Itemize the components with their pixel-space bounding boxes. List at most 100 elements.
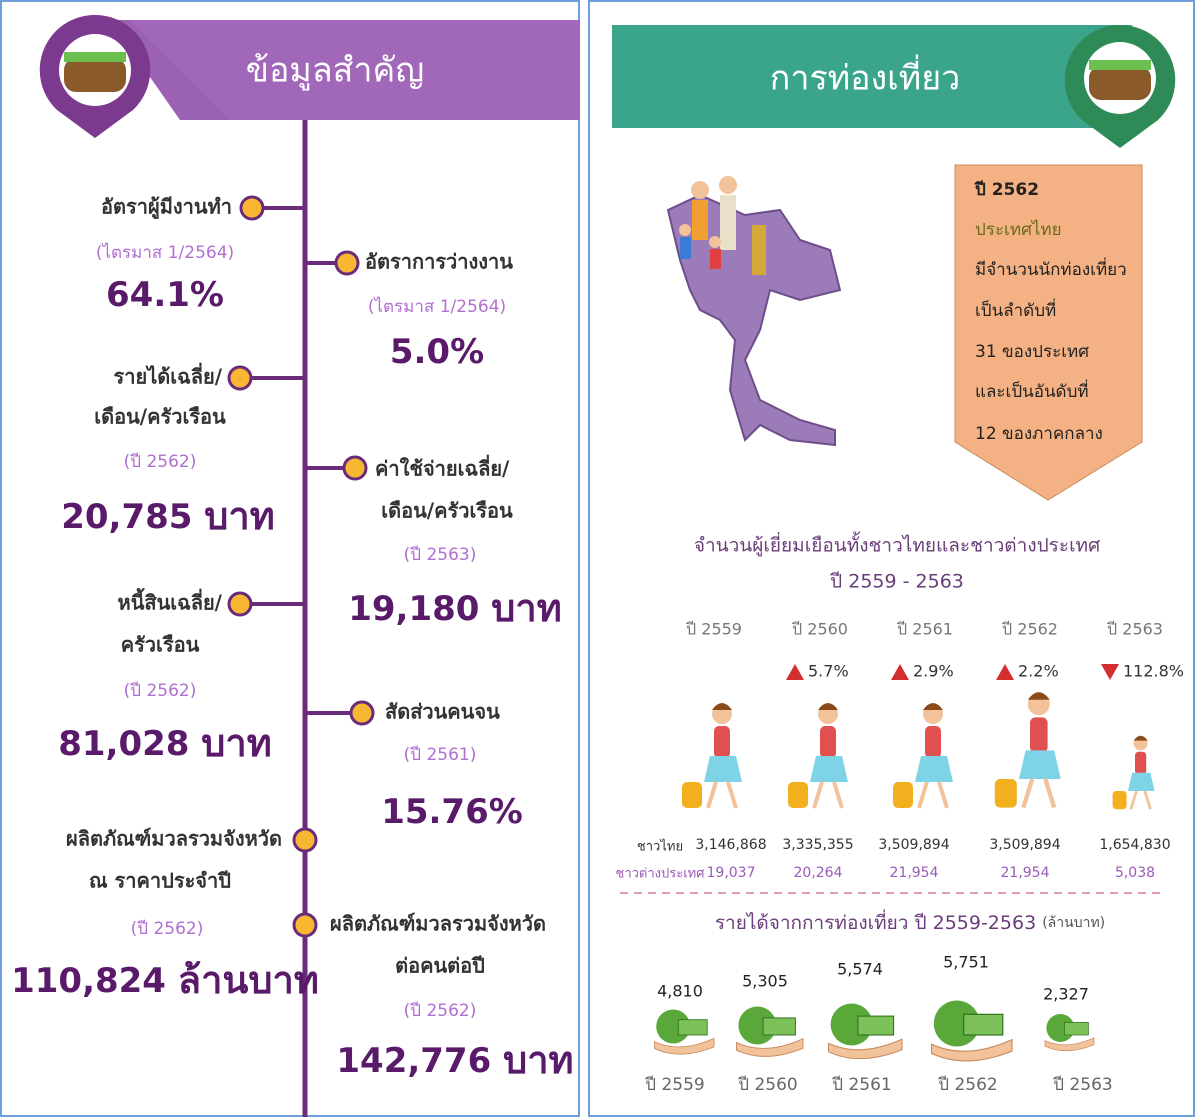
dress [1019, 750, 1061, 779]
body [1030, 717, 1048, 753]
bill [677, 1019, 708, 1036]
item-value: 81,028 บาท [58, 721, 272, 765]
foreign-value: 20,264 [794, 865, 843, 881]
soil [64, 58, 126, 92]
timeline-dot [342, 455, 368, 481]
foreign-value: 5,038 [1115, 865, 1155, 881]
body [1135, 751, 1147, 775]
dress [704, 756, 742, 782]
value-number: 110,824 [11, 961, 166, 1001]
suitcase [1112, 791, 1127, 810]
box-line: เป็นลำดับที่ [975, 298, 1056, 321]
leg [937, 781, 949, 809]
bill [762, 1017, 796, 1036]
hand [1044, 1037, 1095, 1052]
item-value: 142,776 บาท [336, 1038, 573, 1082]
body [925, 726, 941, 758]
left-banner-shade [130, 20, 580, 120]
dress [915, 756, 953, 782]
timeline-dot [227, 365, 253, 391]
value-unit: บาท [201, 721, 272, 765]
change-arrow [891, 664, 909, 680]
value-number: 81,028 [58, 724, 189, 764]
dress [1128, 772, 1155, 791]
hand [930, 1038, 1013, 1062]
item-period: (ปี 2562) [131, 919, 204, 939]
change-arrow [786, 664, 804, 680]
income-unit: (ล้านบาท) [1042, 915, 1105, 931]
item-label: อัตราผู้มีงานทำ [101, 195, 232, 221]
body [820, 726, 836, 758]
change-value: 2.2% [1018, 662, 1059, 681]
item-label: ผลิตภัณฑ์มวลรวมจังหวัด [66, 827, 282, 851]
timeline-dot [292, 912, 318, 938]
change-arrow [996, 664, 1014, 680]
value-number: 142,776 [336, 1041, 491, 1081]
item-period: (ปี 2561) [404, 745, 477, 765]
grass [1089, 60, 1151, 70]
traveler-icon [893, 703, 953, 809]
timeline-dot [239, 195, 265, 221]
timeline-dot [349, 700, 375, 726]
value-number: 15.76% [381, 792, 523, 832]
box-line: ประเทศไทย [975, 219, 1062, 240]
foreign-label: ชาวต่างประเทศ [616, 867, 706, 882]
value-number: 5.0% [390, 332, 484, 372]
money-icon [827, 1003, 903, 1060]
value-number: 19,180 [348, 589, 479, 629]
suitcase [893, 782, 913, 808]
income-value: 4,810 [657, 982, 703, 1001]
bill [963, 1013, 1004, 1036]
hair [1133, 735, 1148, 741]
rank-box [954, 164, 1143, 501]
item-period: (ปี 2562) [404, 1001, 477, 1021]
value-unit: บาท [204, 494, 275, 538]
visitors-title: ปี 2559 - 2563 [829, 571, 964, 593]
box-line: มีจำนวนนักท่องเที่ยว [975, 257, 1127, 280]
income-year: ปี 2560 [737, 1075, 797, 1095]
leg [726, 781, 738, 809]
value-number: 20,785 [61, 497, 192, 537]
item-label: เดือน/ครัวเรือน [381, 499, 513, 523]
thai-value: 1,654,830 [1099, 837, 1170, 853]
leg [832, 781, 844, 809]
income-title: รายได้จากการท่องเที่ยว ปี 2559-2563 (ล้า… [715, 909, 1105, 934]
value-unit: บาท [491, 586, 562, 630]
thai-value: 3,146,868 [695, 837, 766, 853]
left-title: ข้อมูลสำคัญ [246, 51, 424, 91]
body [714, 726, 730, 758]
item-period: (ปี 2562) [124, 681, 197, 701]
item-value: 20,785 บาท [61, 494, 275, 538]
visitor-year: ปี 2561 [897, 620, 953, 639]
box-line: และเป็นอันดับที่ [975, 379, 1089, 402]
hand [654, 1037, 715, 1055]
hand [736, 1038, 804, 1057]
item-label: ผลิตภัณฑ์มวลรวมจังหวัด [330, 912, 546, 936]
value-number: 64.1% [106, 275, 224, 315]
item-period: (ปี 2562) [124, 452, 197, 472]
right-banner [612, 25, 1132, 128]
income-value: 5,751 [943, 953, 989, 972]
income-year: ปี 2559 [644, 1075, 704, 1095]
income-year: ปี 2562 [937, 1075, 997, 1095]
leg [1129, 790, 1138, 810]
change-value: 5.7% [808, 662, 849, 681]
money-icon [736, 1006, 804, 1057]
leg [1143, 790, 1152, 810]
change-value: 2.9% [913, 662, 954, 681]
item-period: (ไตรมาส 1/2564) [368, 296, 506, 317]
visitor-year: ปี 2562 [1002, 620, 1058, 639]
thai-label: ชาวไทย [637, 839, 683, 855]
foreign-value: 21,954 [890, 865, 939, 881]
thai-value: 3,335,355 [782, 837, 853, 853]
thai-value: 3,509,894 [878, 837, 949, 853]
item-value: 110,824 ล้านบาท [11, 958, 319, 1002]
grass [64, 52, 126, 62]
traveler-icon [788, 703, 848, 809]
suitcase [788, 782, 808, 808]
suitcase [682, 782, 702, 808]
leg [812, 781, 824, 809]
leg [1021, 778, 1035, 809]
item-label: รายได้เฉลี่ย/ [114, 362, 223, 389]
item-label: หนี้สินเฉลี่ย/ [118, 588, 223, 615]
